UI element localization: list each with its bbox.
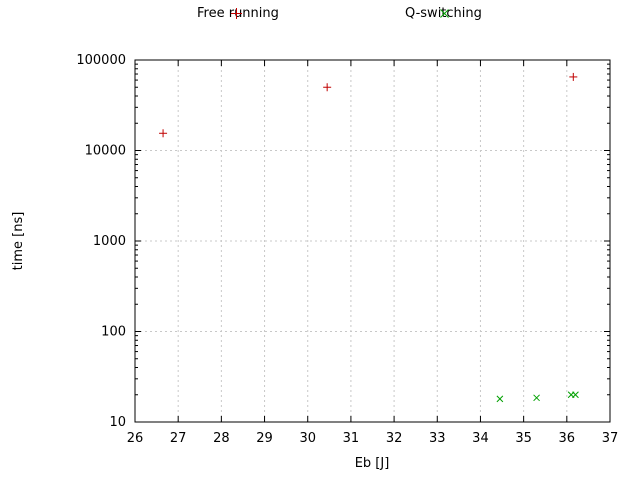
svg-text:10000: 10000 [85, 144, 126, 159]
svg-text:10: 10 [109, 415, 126, 430]
svg-text:34: 34 [472, 431, 489, 446]
svg-text:26: 26 [127, 431, 144, 446]
svg-text:30: 30 [299, 431, 316, 446]
legend-label: Q-switching [405, 6, 482, 21]
axes: 26 27 28 29 30 31 32 33 34 35 36 37 10 100 1000 10000 10… [76, 53, 618, 446]
svg-text:29: 29 [256, 431, 273, 446]
svg-text:27: 27 [170, 431, 187, 446]
y-axis-label: time [ns] [11, 212, 26, 271]
legend-entry-q-switching: Q-switching [405, 6, 482, 21]
x-axis-label: Eb [J] [355, 456, 390, 471]
legend-entry-free-running: Free running [197, 6, 279, 21]
svg-text:37: 37 [602, 431, 619, 446]
cross-marker-icon [440, 9, 449, 18]
svg-text:36: 36 [559, 431, 576, 446]
svg-text:31: 31 [343, 431, 360, 446]
data-points [159, 72, 579, 403]
svg-text:32: 32 [386, 431, 403, 446]
legend: Free running Q-switching [0, 6, 640, 24]
grid [134, 59, 611, 423]
svg-text:100000: 100000 [76, 53, 126, 68]
svg-text:28: 28 [213, 431, 230, 446]
plus-marker-icon [231, 8, 242, 19]
svg-text:1000: 1000 [93, 234, 126, 249]
svg-text:35: 35 [515, 431, 532, 446]
svg-text:100: 100 [101, 325, 126, 340]
svg-text:33: 33 [429, 431, 446, 446]
